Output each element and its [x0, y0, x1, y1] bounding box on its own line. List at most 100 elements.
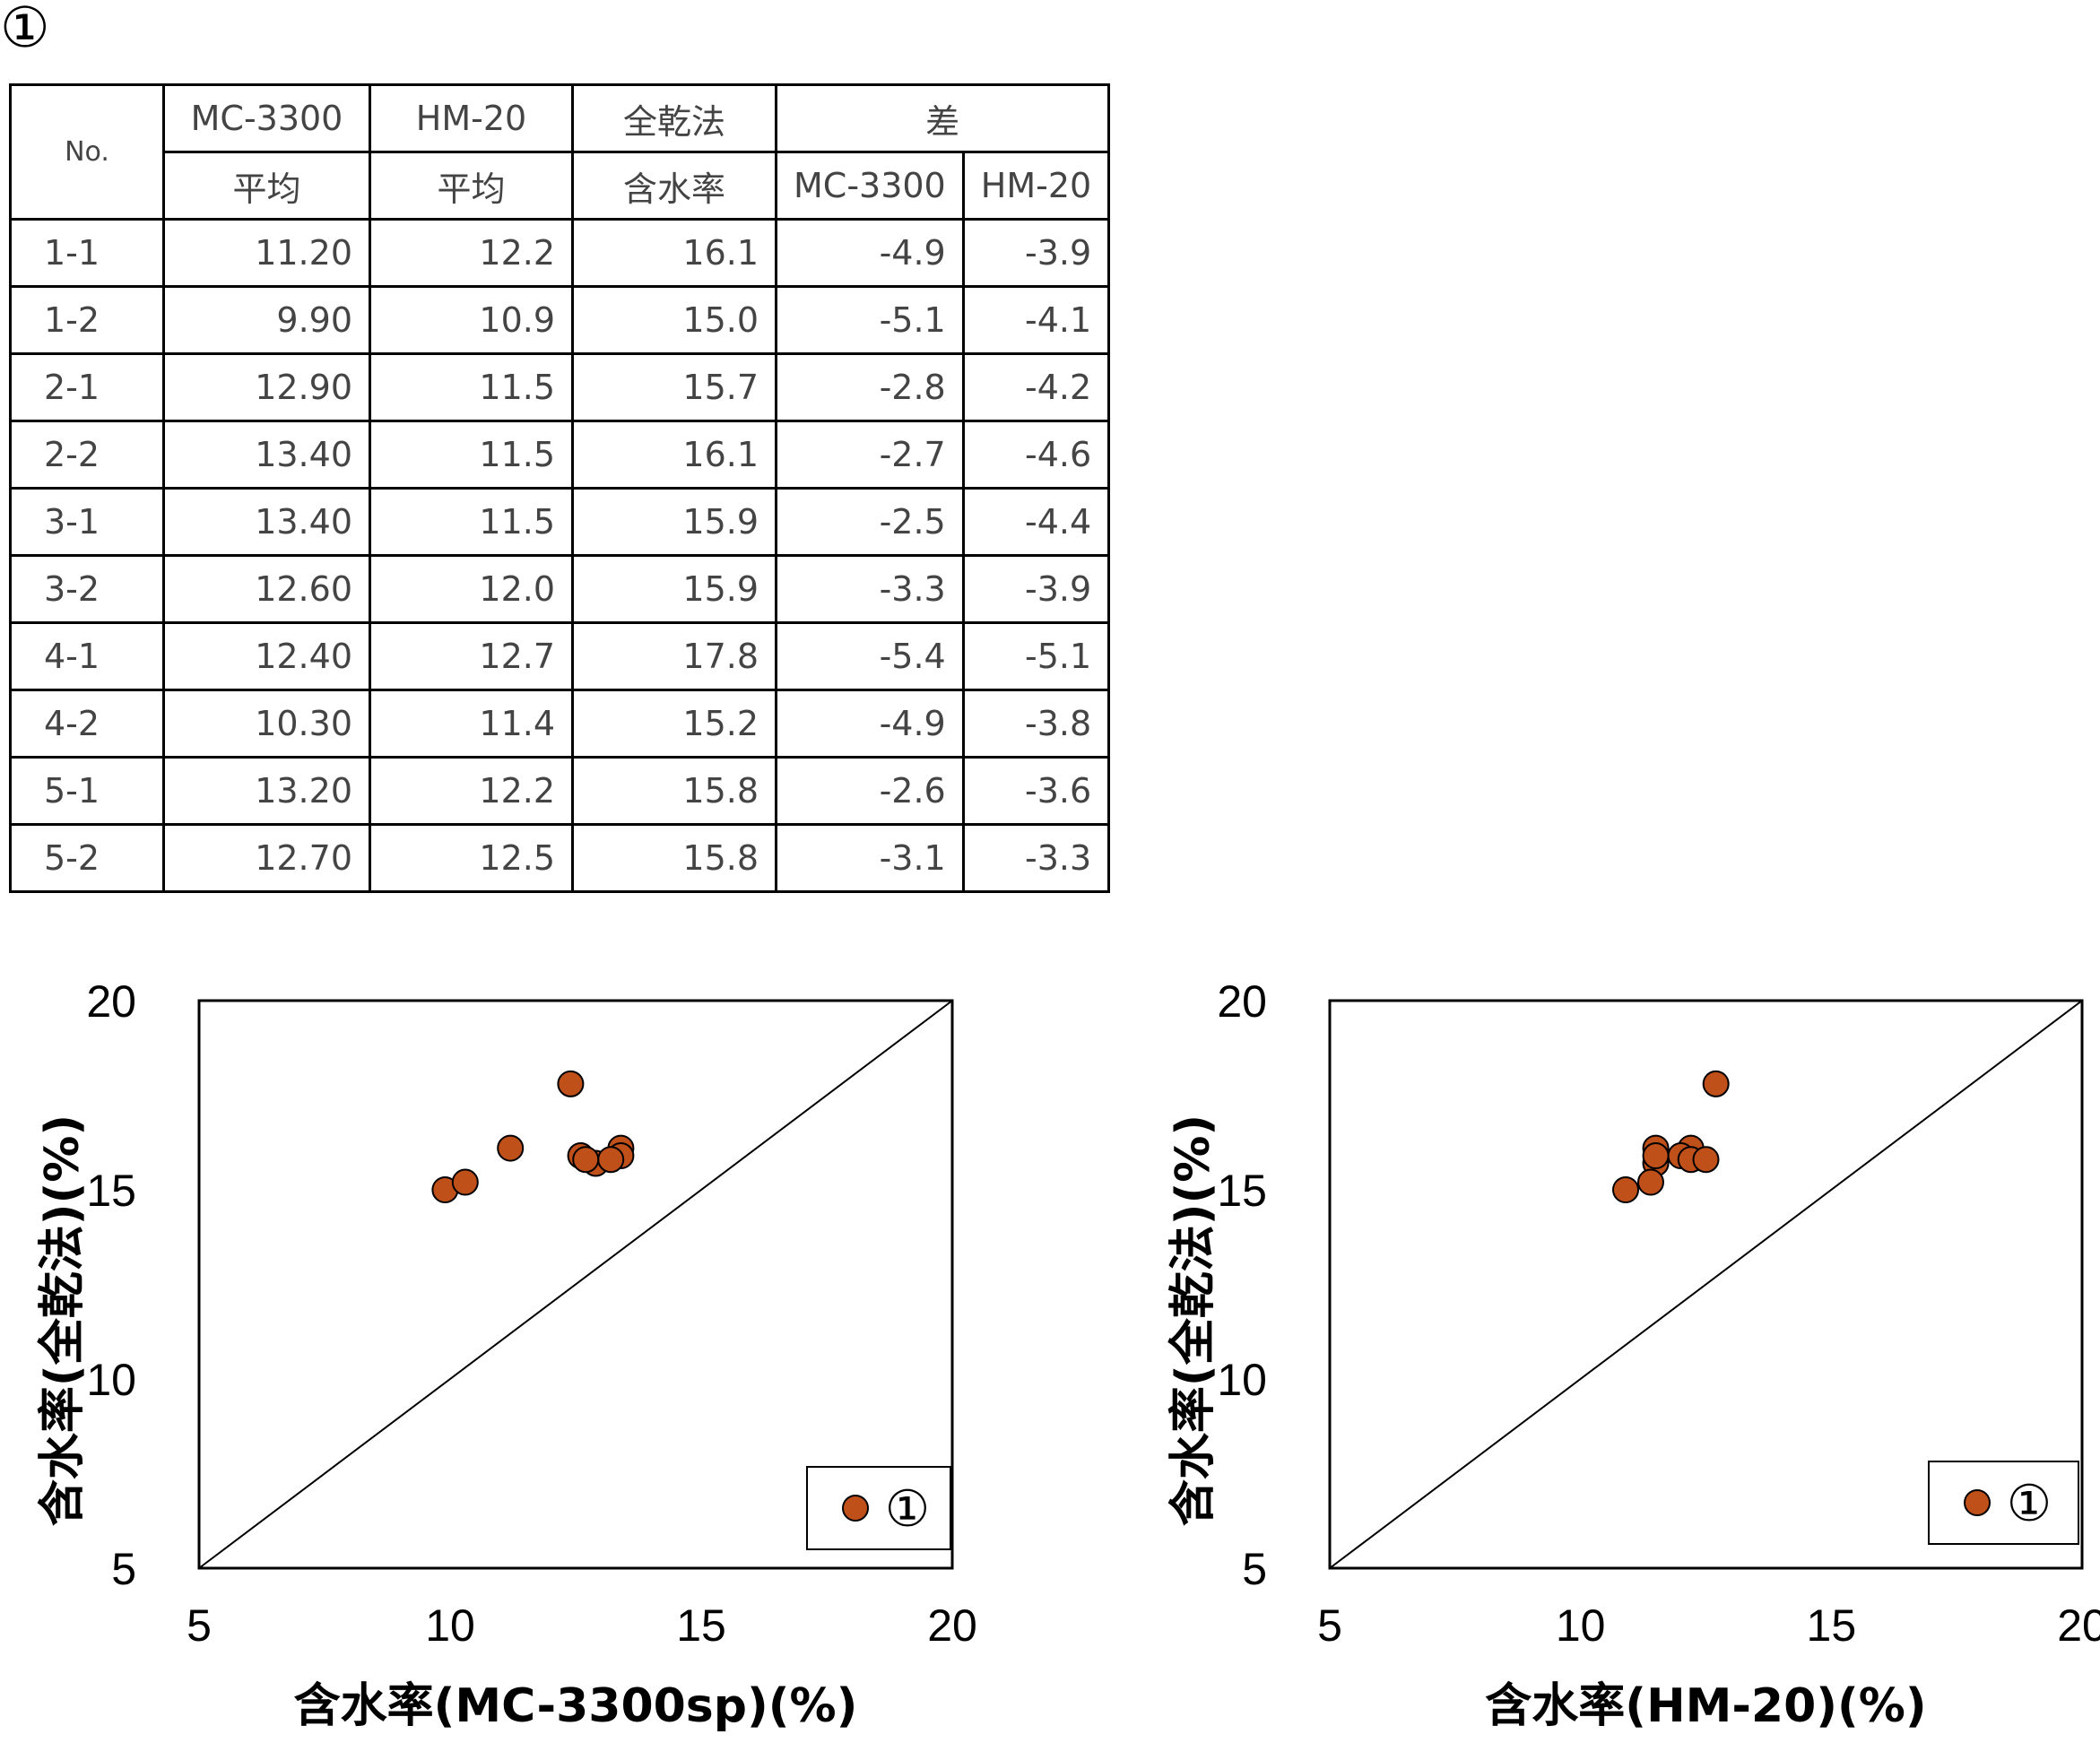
table-row: 1-2 9.90 10.9 15.0 -5.1 -4.1	[9, 285, 1111, 355]
table-cell: -3.8	[961, 689, 1111, 759]
y-axis-title: 含水率(全乾法)(%)	[1167, 1114, 1220, 1526]
table-cell: 11.4	[369, 689, 574, 759]
y-tick-label: 10	[86, 1355, 136, 1405]
header-cell: HM-20	[961, 151, 1111, 221]
data-point	[1636, 1168, 1664, 1196]
header-row: No. MC-3300 HM-20 全乾法差	[9, 83, 1111, 221]
table-cell: -4.4	[961, 487, 1111, 557]
table-row: 4-1 12.40 12.7 17.8 -5.4 -5.1	[9, 621, 1111, 691]
table-cell: 13.40	[162, 420, 371, 490]
data-point	[597, 1146, 625, 1174]
table-cell: 11.20	[162, 218, 371, 288]
legend-label: ①	[885, 1480, 930, 1539]
y-tick-label: 20	[86, 976, 136, 1027]
table-cell: 11.5	[369, 487, 574, 557]
table-cell: 5-1	[9, 756, 165, 826]
table-row: 5-2 12.70 12.5 15.8 -3.1 -3.3	[9, 823, 1111, 893]
data-point	[1692, 1146, 1720, 1174]
header-cell: 全乾法	[571, 83, 777, 153]
table-row: 3-2 12.60 12.0 15.9 -3.3 -3.9	[9, 554, 1111, 624]
table-cell: 3-1	[9, 487, 165, 557]
header-cell: No.	[9, 83, 165, 221]
table-row: 4-2 10.30 11.4 15.2 -4.9 -3.8	[9, 689, 1111, 759]
table-cell: 10.30	[162, 689, 371, 759]
table-cell: -4.9	[775, 218, 965, 288]
table-cell: -3.9	[961, 218, 1111, 288]
table-cell: 11.5	[369, 352, 574, 422]
table-cell: 10.9	[369, 285, 574, 355]
x-tick-label: 10	[425, 1600, 475, 1651]
legend-marker	[1964, 1489, 1991, 1516]
table-cell: 16.1	[571, 218, 777, 288]
plot-area	[197, 999, 954, 1570]
table-cell: 15.0	[571, 285, 777, 355]
x-tick-label: 5	[187, 1600, 212, 1651]
y-tick-label: 5	[1242, 1544, 1267, 1594]
table-cell: -3.6	[961, 756, 1111, 826]
table-cell: 12.40	[162, 621, 371, 691]
table-cell: 4-1	[9, 621, 165, 691]
data-point	[1642, 1142, 1670, 1170]
x-tick-label: 20	[2057, 1600, 2100, 1651]
table-cell: 12.90	[162, 352, 371, 422]
y-tick-label: 5	[111, 1544, 136, 1594]
y-tick-label: 20	[1217, 976, 1267, 1027]
x-tick-label: 10	[1556, 1600, 1606, 1651]
table-row: 3-1 13.40 11.5 15.9 -2.5 -4.4	[9, 487, 1111, 557]
table-cell: 12.2	[369, 218, 574, 288]
y-tick-label: 10	[1217, 1355, 1267, 1405]
legend-box	[806, 1466, 951, 1550]
legend-label: ①	[2007, 1475, 2052, 1533]
table-cell: -5.1	[775, 285, 965, 355]
table-cell: -3.1	[775, 823, 965, 893]
reference-line	[1329, 1000, 2083, 1569]
table-cell: 12.60	[162, 554, 371, 624]
table-cell: -4.6	[961, 420, 1111, 490]
table-cell: 1-2	[9, 285, 165, 355]
table-row: 2-2 13.40 11.5 16.1 -2.7 -4.6	[9, 420, 1111, 490]
data-table: No. MC-3300 HM-20 全乾法差平均 平均 含水率 MC-3300 HM-20 1-…	[9, 83, 1111, 893]
header-cell: 含水率	[571, 151, 777, 221]
table-cell: -4.1	[961, 285, 1111, 355]
header-cell: MC-3300	[162, 83, 371, 153]
x-tick-label: 15	[676, 1600, 726, 1651]
table-cell: 12.7	[369, 621, 574, 691]
table-cell: -5.4	[775, 621, 965, 691]
table-cell: 13.40	[162, 487, 371, 557]
legend-marker	[842, 1495, 869, 1522]
reference-line	[198, 1000, 953, 1569]
table-cell: 15.9	[571, 487, 777, 557]
table-cell: 11.5	[369, 420, 574, 490]
table-cell: 2-2	[9, 420, 165, 490]
data-point	[451, 1168, 479, 1196]
table-cell: 15.2	[571, 689, 777, 759]
data-point	[557, 1070, 585, 1097]
data-point	[572, 1146, 600, 1174]
table-cell: 3-2	[9, 554, 165, 624]
table-cell: 15.8	[571, 823, 777, 893]
table-cell: -3.3	[775, 554, 965, 624]
table-cell: -2.5	[775, 487, 965, 557]
y-axis-title: 含水率(全乾法)(%)	[36, 1114, 90, 1526]
table-cell: 1-1	[9, 218, 165, 288]
table-cell: 12.0	[369, 554, 574, 624]
data-point	[1612, 1176, 1640, 1203]
table-cell: -2.6	[775, 756, 965, 826]
table-cell: -2.8	[775, 352, 965, 422]
table-cell: 15.8	[571, 756, 777, 826]
table-cell: 9.90	[162, 285, 371, 355]
table-cell: 15.7	[571, 352, 777, 422]
table-cell: -3.3	[961, 823, 1111, 893]
table-cell: 17.8	[571, 621, 777, 691]
legend-box	[1928, 1461, 2079, 1545]
table-row: 1-1 11.20 12.2 16.1 -4.9 -3.9	[9, 218, 1111, 288]
table-cell: 12.5	[369, 823, 574, 893]
table-cell: -4.2	[961, 352, 1111, 422]
header-cell: 差	[774, 83, 1111, 153]
table-cell: 15.9	[571, 554, 777, 624]
section-title: ①	[0, 0, 50, 60]
table-cell: 13.20	[162, 756, 371, 826]
header-row: 平均 平均 含水率 MC-3300 HM-20	[11, 151, 1111, 221]
table-row: 2-1 12.90 11.5 15.7 -2.8 -4.2	[9, 352, 1111, 422]
